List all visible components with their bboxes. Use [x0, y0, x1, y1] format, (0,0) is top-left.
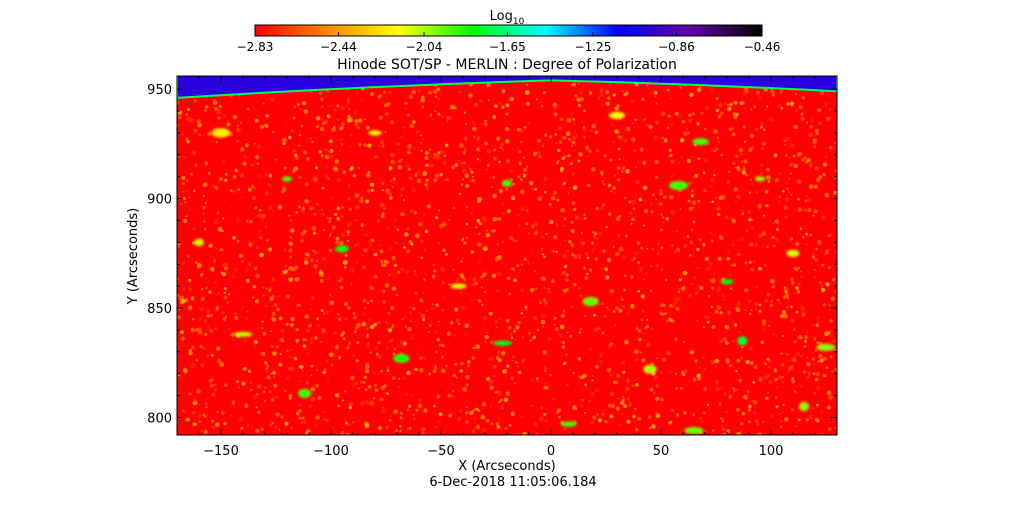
- heatmap-feature: [502, 179, 512, 187]
- colorbar-tick-label: −2.83: [237, 40, 274, 54]
- colorbar-label-subscript: 10: [513, 17, 525, 27]
- colorbar-tick-label: −2.04: [406, 40, 443, 54]
- heatmap-feature: [643, 364, 657, 374]
- heatmap-feature: [755, 176, 765, 182]
- heatmap-feature: [816, 343, 836, 351]
- y-tick-label: 900: [147, 193, 172, 208]
- heatmap-feature: [393, 353, 410, 363]
- y-tick-label: 950: [147, 83, 172, 98]
- heatmap-feature: [692, 138, 709, 146]
- x-tick-label: 50: [653, 444, 670, 459]
- heatmap-feature: [368, 130, 382, 136]
- x-axis-label: X (Arcseconds): [458, 459, 555, 474]
- y-tick-label: 800: [147, 411, 172, 426]
- heatmap-feature: [450, 283, 467, 289]
- heatmap-feature: [799, 401, 809, 412]
- colorbar-tick-label: −0.86: [658, 40, 695, 54]
- heatmap-feature: [669, 180, 689, 191]
- y-axis-ticks: 800 850 900 950: [147, 83, 837, 426]
- y-axis-label: Y (Arcseconds): [126, 208, 141, 305]
- heatmap-feature: [720, 279, 734, 285]
- heatmap-feature: [233, 331, 253, 337]
- heatmap-feature: [582, 296, 599, 307]
- heatmap-features: [194, 111, 836, 435]
- y-tick-label: 850: [147, 302, 172, 317]
- colorbar-tick-label: −1.25: [575, 40, 612, 54]
- heatmap-feature: [282, 176, 292, 182]
- heatmap-feature: [609, 111, 625, 119]
- heatmap-feature: [493, 340, 513, 346]
- colorbar: Log10 −2.83 −2.44 −2.04 −1.65 −1.25 −0.86 −0.4…: [237, 9, 781, 54]
- heatmap-feature: [786, 249, 800, 257]
- x-axis-ticks: −150 −100 −50 0 50 100: [198, 76, 838, 459]
- x-tick-label: −150: [203, 444, 239, 459]
- colorbar-tick-label: −0.46: [744, 40, 781, 54]
- heatmap-feature: [298, 388, 312, 398]
- heatmap-feature: [335, 245, 349, 253]
- colorbar-tick-label: −2.44: [320, 40, 357, 54]
- heatmap-feature: [560, 421, 577, 427]
- x-tick-label: −50: [427, 444, 454, 459]
- heatmap-feature: [684, 427, 704, 435]
- timestamp: 6-Dec-2018 11:05:06.184: [429, 475, 596, 490]
- heatmap-feature: [737, 336, 748, 346]
- colorbar-tick-label: −1.65: [489, 40, 526, 54]
- heatmap-feature: [194, 238, 204, 246]
- heatmap-plot: −150 −100 −50 0 50 100 800 850 900 950: [147, 75, 838, 459]
- heatmap-feature: [211, 128, 231, 138]
- colorbar-ticks: −2.83 −2.44 −2.04 −1.65 −1.25 −0.86 −0.46: [237, 32, 781, 54]
- x-tick-label: 0: [547, 444, 555, 459]
- x-tick-label: 100: [759, 444, 784, 459]
- colorbar-label: Log10: [490, 9, 525, 27]
- colorbar-bar: [254, 24, 763, 37]
- heatmap-background: [177, 76, 837, 435]
- chart-title: Hinode SOT/SP - MERLIN : Degree of Polar…: [337, 57, 677, 73]
- x-tick-label: −100: [313, 444, 349, 459]
